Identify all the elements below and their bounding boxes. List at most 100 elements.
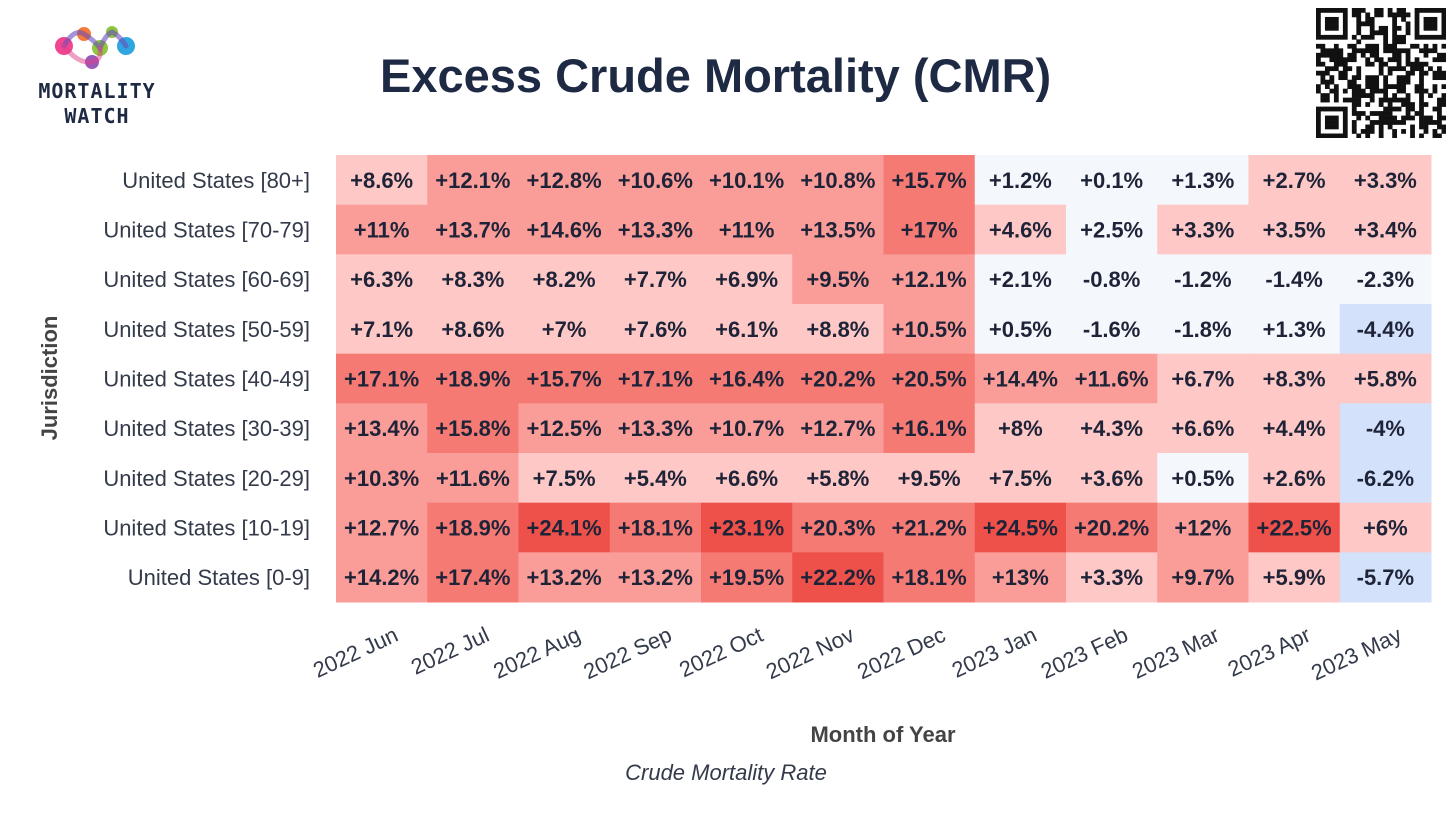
cell-value-label: +5.8% — [1354, 367, 1417, 392]
heatmap-cell — [1248, 254, 1341, 305]
cell-value-label: -5.7% — [1357, 565, 1414, 590]
cell-value-label: +7.7% — [624, 267, 687, 292]
heatmap-cell — [427, 552, 519, 603]
cell-value-label: +22.2% — [800, 565, 875, 590]
heatmap-cell — [1066, 304, 1158, 355]
cell-value-label: +7% — [542, 317, 587, 342]
cell-value-label: +24.5% — [983, 516, 1058, 541]
heatmap-cell — [1248, 304, 1341, 355]
heatmap-cell — [974, 552, 1067, 603]
heatmap-cell — [792, 552, 884, 603]
heatmap-cell — [1248, 453, 1341, 504]
row-label: United States [40-49] — [103, 367, 310, 392]
heatmap-cell — [609, 552, 702, 603]
column-label: 2023 Apr — [1224, 622, 1314, 682]
cell-value-label: +7.5% — [533, 466, 596, 491]
heatmap-cell — [609, 453, 702, 504]
cell-value-label: +4.6% — [989, 218, 1052, 243]
cell-value-label: +13.3% — [618, 218, 693, 243]
cell-value-label: +6.6% — [715, 466, 778, 491]
heatmap-cell — [336, 403, 428, 454]
heatmap-cell — [883, 304, 976, 355]
cell-value-label: +13.7% — [435, 218, 510, 243]
row-label: United States [30-39] — [103, 416, 310, 441]
cell-value-label: +13.3% — [618, 416, 693, 441]
column-label: 2023 Mar — [1128, 622, 1223, 684]
cell-value-label: -4% — [1366, 416, 1405, 441]
cell-value-label: +16.1% — [892, 416, 967, 441]
row-label: United States [50-59] — [103, 317, 310, 342]
heatmap-cell — [701, 403, 793, 454]
cell-value-label: +10.8% — [800, 168, 875, 193]
cell-value-label: -1.4% — [1265, 267, 1322, 292]
cell-value-label: -0.8% — [1083, 267, 1140, 292]
cell-value-label: +0.1% — [1080, 168, 1143, 193]
heatmap-cell — [609, 353, 702, 404]
cell-value-label: +12.7% — [800, 416, 875, 441]
heatmap-cell — [701, 155, 793, 206]
cell-value-label: +3.5% — [1263, 218, 1326, 243]
cell-value-label: +10.1% — [709, 168, 784, 193]
heatmap-cell — [1339, 502, 1432, 553]
heatmap-cell — [1248, 403, 1341, 454]
cell-value-label: +10.5% — [892, 317, 967, 342]
qr-code — [1316, 8, 1447, 143]
row-label: United States [70-79] — [103, 218, 310, 243]
heatmap-cell — [518, 453, 611, 504]
cell-value-label: +20.2% — [1074, 516, 1149, 541]
cell-value-label: +18.9% — [435, 367, 510, 392]
heatmap-cell — [336, 502, 428, 553]
cell-value-label: +13.2% — [618, 565, 693, 590]
heatmap-cell — [427, 353, 519, 404]
heatmap-cell — [1157, 155, 1249, 206]
heatmap-cell — [701, 254, 793, 305]
row-label: United States [60-69] — [103, 267, 310, 292]
heatmap-cell — [1339, 254, 1432, 305]
cell-value-label: +2.5% — [1080, 218, 1143, 243]
heatmap-cell — [1066, 552, 1158, 603]
cell-value-label: +7.1% — [350, 317, 413, 342]
cell-value-label: +20.2% — [800, 367, 875, 392]
cell-value-label: +1.3% — [1171, 168, 1234, 193]
heatmap-cell — [792, 403, 884, 454]
heatmap-cell — [609, 403, 702, 454]
column-label: 2022 Jul — [407, 622, 493, 680]
heatmap-cell — [427, 502, 519, 553]
heatmap-cell — [1066, 254, 1158, 305]
cell-value-label: +17.4% — [435, 565, 510, 590]
heatmap-cell — [974, 204, 1067, 255]
cell-value-label: +6.9% — [715, 267, 778, 292]
cell-value-label: +14.6% — [527, 218, 602, 243]
heatmap-cell — [427, 204, 519, 255]
heatmap-cell — [518, 353, 611, 404]
heatmap-cell — [518, 304, 611, 355]
cell-value-label: +8.3% — [1263, 367, 1326, 392]
heatmap-cell — [1248, 552, 1341, 603]
heatmap-cell — [1066, 453, 1158, 504]
heatmap-cell — [974, 353, 1067, 404]
cell-value-label: +9.7% — [1171, 565, 1234, 590]
cell-value-label: +10.6% — [618, 168, 693, 193]
cell-value-label: +8.8% — [806, 317, 869, 342]
heatmap-cell — [1339, 453, 1432, 504]
cell-value-label: +16.4% — [709, 367, 784, 392]
heatmap-cell — [974, 502, 1067, 553]
heatmap-cell — [1339, 552, 1432, 603]
heatmap-cell — [701, 304, 793, 355]
heatmap-cell — [336, 453, 428, 504]
heatmap-cell — [1066, 403, 1158, 454]
heatmap-cell — [1157, 353, 1249, 404]
cell-value-label: +2.7% — [1263, 168, 1326, 193]
cell-value-label: +8% — [998, 416, 1043, 441]
heatmap-cell — [336, 304, 428, 355]
cell-value-label: +1.2% — [989, 168, 1052, 193]
cell-value-label: +18.9% — [435, 516, 510, 541]
heatmap-cell — [1157, 502, 1249, 553]
row-label: United States [10-19] — [103, 516, 310, 541]
heatmap-cell — [1339, 204, 1432, 255]
cell-value-label: +6.1% — [715, 317, 778, 342]
heatmap-cell — [1066, 353, 1158, 404]
heatmap-cell — [1248, 502, 1341, 553]
heatmap-cell — [883, 453, 976, 504]
cell-value-label: -4.4% — [1357, 317, 1414, 342]
